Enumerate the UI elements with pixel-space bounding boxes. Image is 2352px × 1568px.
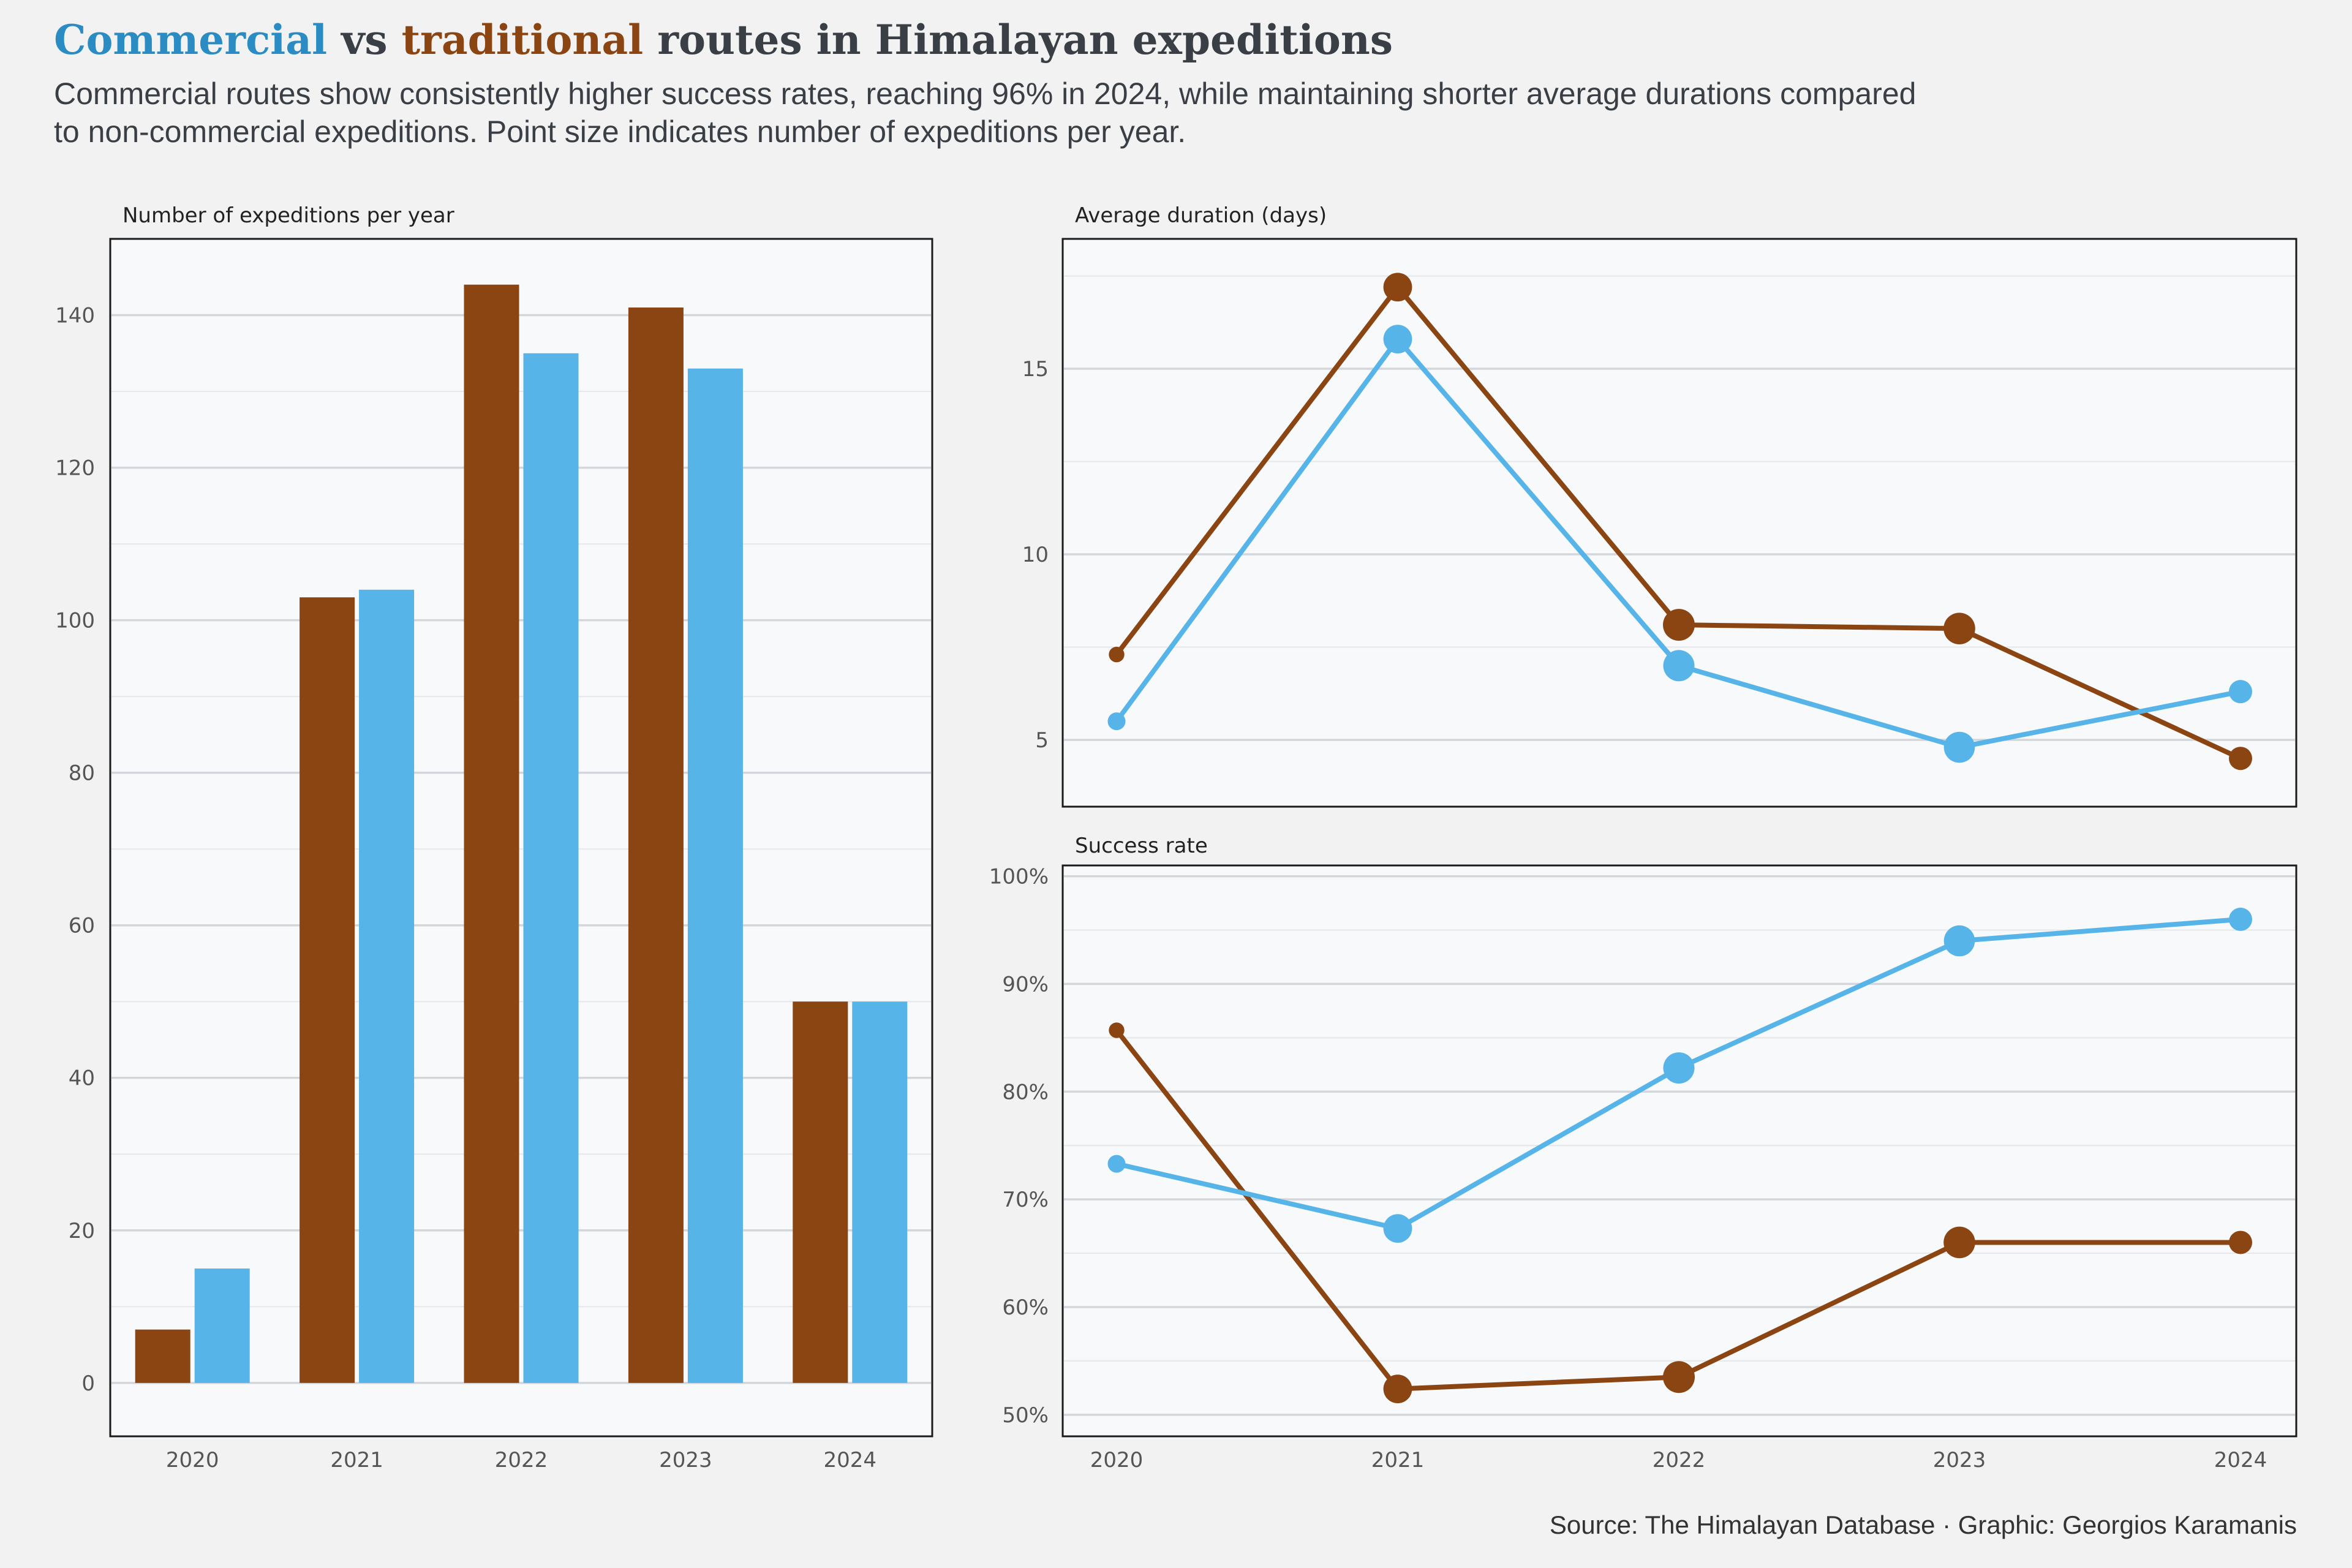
x-tick-label: 2020 (1090, 1448, 1144, 1472)
success-panel-grid (1064, 875, 2295, 1416)
point-traditional-2021 (1383, 1374, 1412, 1404)
chart-title: Commercial vs traditional routes in Hima… (54, 16, 1393, 64)
bar-commercial-2023 (687, 368, 743, 1383)
bar-panel-x-ticks: 2020 2021 2022 2023 2024 (166, 1448, 876, 1472)
point-commercial-2020 (1107, 1155, 1126, 1173)
bar-commercial-2020 (194, 1268, 250, 1383)
point-traditional-2020 (1109, 1022, 1125, 1038)
y-tick-label: 80 (69, 761, 95, 786)
x-tick-label: 2021 (330, 1448, 383, 1472)
success-panel-title: Success rate (1075, 834, 1208, 858)
y-tick-label: 60% (1002, 1295, 1049, 1320)
duration-panel-frame (1061, 238, 2297, 808)
y-tick-label: 120 (55, 456, 95, 481)
bar-traditional-2022 (464, 284, 519, 1383)
x-tick-label: 2024 (2214, 1448, 2267, 1472)
y-tick-label: 100 (55, 609, 95, 633)
bar-traditional-2021 (300, 597, 355, 1383)
point-commercial-2022 (1663, 1052, 1695, 1084)
bar-traditional-2020 (135, 1329, 190, 1383)
point-commercial-2024 (2229, 680, 2252, 704)
subtitle-line-1: Commercial routes show consistently high… (54, 77, 1916, 111)
point-traditional-2024 (2229, 747, 2252, 771)
title-commercial: Commercial (54, 16, 327, 64)
y-tick-label: 5 (1035, 728, 1049, 753)
y-tick-label: 10 (1022, 543, 1049, 567)
duration-panel-title: Average duration (days) (1075, 203, 1327, 228)
point-commercial-2022 (1663, 650, 1695, 682)
success-panel-lines (1107, 907, 2252, 1404)
x-tick-label: 2023 (1933, 1448, 1986, 1472)
y-tick-label: 90% (1002, 972, 1049, 997)
title-rest: routes in Himalayan expeditions (643, 16, 1393, 64)
point-commercial-2023 (1943, 925, 1975, 957)
bar-panel-title: Number of expeditions per year (123, 203, 454, 228)
x-tick-label: 2022 (1653, 1448, 1706, 1472)
y-tick-label: 15 (1022, 357, 1049, 382)
x-tick-label: 2023 (659, 1448, 712, 1472)
y-tick-label: 50% (1002, 1403, 1049, 1428)
success-panel-y-ticks: 50% 60% 70% 80% 90% 100% (989, 865, 1049, 1428)
point-traditional-2023 (1943, 1226, 1975, 1259)
y-tick-label: 80% (1002, 1080, 1049, 1104)
x-tick-label: 2021 (1371, 1448, 1425, 1472)
x-tick-label: 2024 (824, 1448, 877, 1472)
y-tick-label: 0 (81, 1371, 95, 1396)
bar-commercial-2024 (852, 1001, 908, 1383)
point-traditional-2022 (1663, 609, 1695, 641)
y-tick-label: 140 (55, 304, 95, 328)
bar-commercial-2021 (359, 589, 415, 1383)
duration-panel-y-ticks: 5 10 15 (1022, 357, 1049, 753)
bar-panel-expeditions: Number of expeditions per year 0 20 40 60 80… (55, 203, 933, 1472)
duration-panel-grid (1064, 275, 2295, 741)
point-commercial-2021 (1383, 1214, 1412, 1243)
success-panel-x-ticks: 2020 2021 2022 2023 2024 (1090, 1448, 2267, 1472)
y-tick-label: 20 (69, 1219, 95, 1243)
title-traditional: traditional (402, 16, 644, 64)
bar-panel-y-ticks: 0 20 40 60 80 100 120 140 (55, 304, 95, 1396)
point-commercial-2020 (1107, 712, 1126, 731)
bar-traditional-2023 (628, 307, 684, 1383)
bar-commercial-2022 (523, 353, 579, 1383)
point-commercial-2021 (1383, 325, 1412, 353)
point-traditional-2023 (1943, 612, 1975, 644)
duration-panel-lines (1107, 273, 2252, 771)
y-tick-label: 40 (69, 1066, 95, 1091)
bar-panel-bars (135, 284, 908, 1383)
point-commercial-2023 (1943, 731, 1975, 763)
point-traditional-2022 (1663, 1361, 1695, 1393)
bar-traditional-2024 (793, 1001, 848, 1383)
y-tick-label: 100% (989, 865, 1049, 889)
title-vs: vs (327, 16, 401, 64)
x-tick-label: 2020 (166, 1448, 219, 1472)
point-traditional-2020 (1109, 646, 1125, 663)
x-tick-label: 2022 (495, 1448, 548, 1472)
source-caption: Source: The Himalayan Database · Graphic… (1550, 1510, 2297, 1539)
y-tick-label: 70% (1002, 1188, 1049, 1212)
success-panel-frame (1061, 864, 2297, 1438)
point-traditional-2024 (2229, 1231, 2252, 1254)
line-panel-duration: Average duration (days) 5 10 15 (1022, 203, 2297, 808)
line-panel-success: Success rate 50%60%70%80%90%100% 2020 202… (989, 834, 2297, 1472)
point-traditional-2021 (1383, 273, 1412, 302)
point-commercial-2024 (2229, 907, 2252, 931)
y-tick-label: 60 (69, 914, 95, 938)
subtitle-line-2: to non-commercial expeditions. Point siz… (54, 115, 1186, 149)
